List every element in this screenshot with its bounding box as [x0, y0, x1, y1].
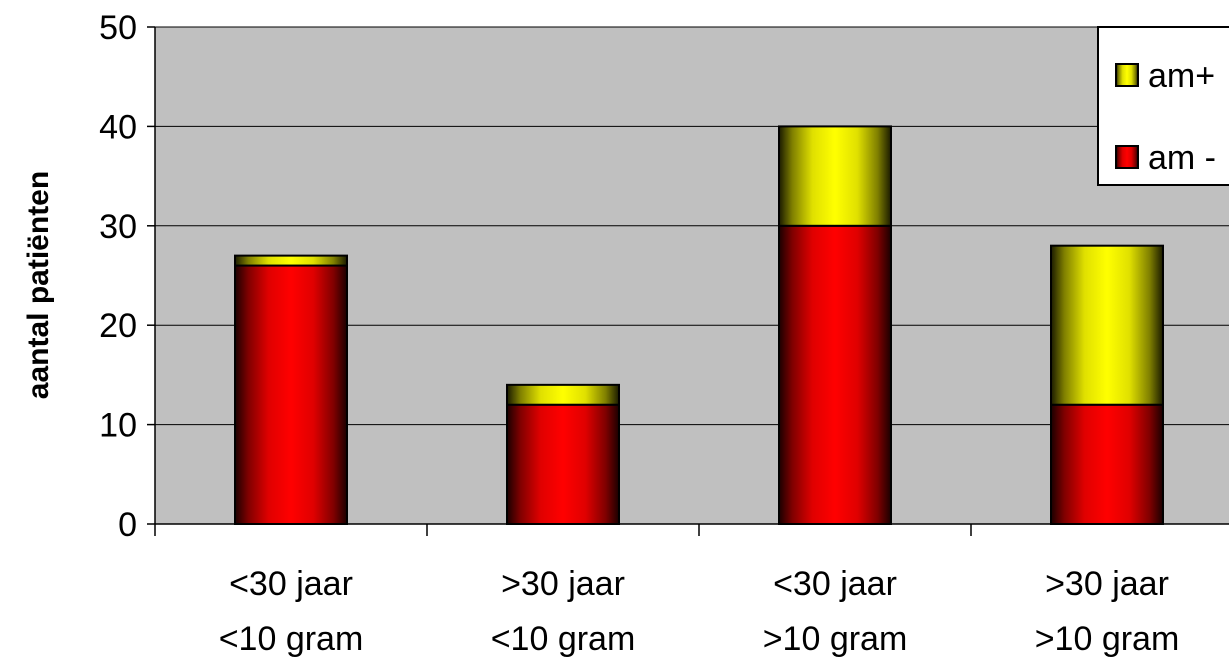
y-tick-label-0: 0	[118, 506, 137, 544]
bar-am-3	[778, 125, 892, 227]
category-label-4-line-1: >30 jaar	[1045, 565, 1169, 603]
bar-am-3	[778, 224, 892, 526]
bar-am-1	[234, 254, 348, 267]
axes	[147, 26, 1229, 536]
y-tick-label-30: 30	[99, 208, 137, 246]
y-tick-label-50: 50	[99, 9, 137, 47]
y-tick-label-10: 10	[99, 407, 137, 445]
bar-am-4	[1050, 244, 1164, 406]
legend: am+ am -	[1097, 26, 1229, 186]
legend-label-2: am -	[1148, 139, 1216, 177]
legend-swatch-2	[1115, 145, 1139, 169]
category-label-2-line-1: >30 jaar	[501, 565, 625, 603]
bar-am-1	[234, 264, 348, 525]
bars	[234, 125, 1164, 526]
y-tick-label-20: 20	[99, 307, 137, 345]
category-label-3-line-1: <30 jaar	[773, 565, 897, 603]
category-label-1-line-1: <30 jaar	[229, 565, 353, 603]
x-tick-labels: <30 jaar <10 gram >30 jaar <10 gram <30 jaar…	[219, 565, 1180, 658]
bar-am-4	[1050, 403, 1164, 525]
category-label-2-line-2: <10 gram	[491, 620, 636, 658]
legend-swatch-1	[1115, 63, 1139, 87]
legend-label-1: am+	[1148, 57, 1215, 95]
bar-am-2	[506, 383, 620, 406]
category-label-1-line-2: <10 gram	[219, 620, 364, 658]
category-label-4-line-2: >10 gram	[1035, 620, 1180, 658]
y-axis-label: aantal patiënten	[22, 171, 55, 399]
category-label-3-line-2: >10 gram	[763, 620, 908, 658]
y-tick-labels: 0 10 20 30 40 50	[99, 9, 137, 544]
bar-am-2	[506, 403, 620, 525]
y-tick-label-40: 40	[99, 108, 137, 146]
